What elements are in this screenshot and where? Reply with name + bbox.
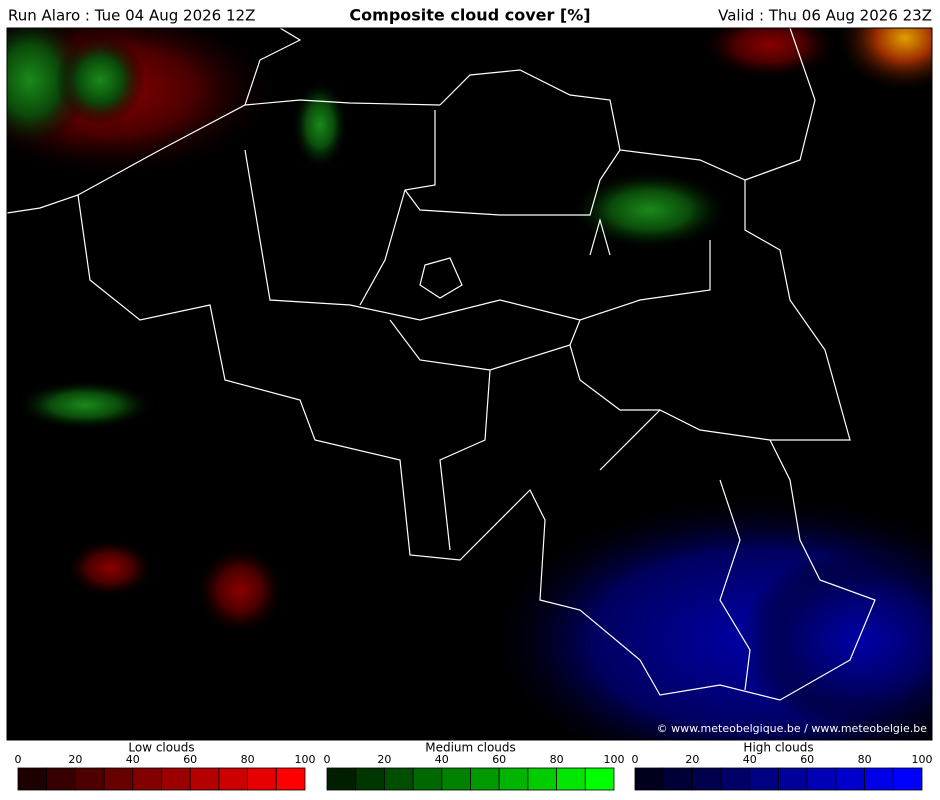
color-swatch — [527, 767, 558, 791]
color-swatch — [470, 767, 500, 791]
cloud-medium — [292, 80, 348, 170]
color-swatch — [556, 767, 586, 791]
color-swatch — [275, 767, 306, 791]
legend-tick-label: 0 — [632, 753, 639, 766]
province-border — [439, 369, 491, 551]
legend-tick-label: 40 — [435, 753, 449, 766]
legend-tick-label: 0 — [15, 753, 22, 766]
legend-tick-label: 80 — [550, 753, 564, 766]
color-swatch — [634, 767, 665, 791]
cloud-medium — [570, 170, 730, 250]
legend-tick-label: 20 — [685, 753, 699, 766]
color-swatch — [383, 767, 414, 791]
cloud-low — [700, 28, 840, 80]
country-border — [244, 28, 302, 106]
color-swatch — [835, 767, 866, 791]
legend-title: Low clouds — [128, 741, 194, 755]
color-swatch — [46, 767, 76, 791]
country-border — [77, 69, 876, 701]
cloud-high — [740, 550, 932, 730]
country-border — [719, 479, 751, 691]
borders — [7, 28, 876, 701]
color-swatch — [778, 767, 808, 791]
color-swatch — [749, 767, 779, 791]
run-label: Run Alaro : Tue 04 Aug 2026 12Z — [8, 7, 255, 25]
province-border — [419, 257, 463, 299]
province-border — [589, 217, 611, 256]
legend-tick-label: 0 — [324, 753, 331, 766]
legend-tick-label: 60 — [183, 753, 197, 766]
country-border — [744, 28, 816, 181]
color-swatch — [161, 767, 191, 791]
cloud-low — [65, 538, 155, 598]
legend-title: Medium clouds — [425, 741, 516, 755]
province-border — [599, 409, 661, 471]
province-border — [244, 149, 711, 321]
color-swatch — [189, 767, 220, 791]
legend-title: High clouds — [743, 741, 813, 755]
color-swatch — [663, 767, 693, 791]
legend-tick-label: 100 — [604, 753, 625, 766]
color-swatch — [584, 767, 615, 791]
color-swatch — [692, 767, 722, 791]
title: Composite cloud cover [%] — [349, 6, 590, 25]
color-swatch — [75, 767, 105, 791]
province-border — [359, 110, 436, 306]
legend-tick-label: 20 — [377, 753, 391, 766]
legend-tick-label: 40 — [743, 753, 757, 766]
coastline — [7, 99, 441, 214]
province-border — [569, 344, 771, 441]
legend-tick-label: 60 — [800, 753, 814, 766]
legend-tick-label: 80 — [241, 753, 255, 766]
color-swatch — [441, 767, 471, 791]
cloud-low — [835, 28, 932, 93]
color-swatch — [892, 767, 923, 791]
color-swatch — [498, 767, 529, 791]
legend-tick-label: 80 — [858, 753, 872, 766]
credit: © www.meteobelgique.be / www.meteobelgie… — [657, 722, 928, 735]
cloud-medium — [15, 380, 155, 430]
valid-label: Valid : Thu 06 Aug 2026 23Z — [718, 7, 932, 25]
cloud-low — [195, 545, 285, 635]
province-border — [404, 149, 621, 216]
color-swatch — [720, 767, 751, 791]
cloud-medium — [55, 35, 145, 125]
map-frame — [6, 27, 933, 741]
legend-tick-label: 100 — [912, 753, 933, 766]
legend-tick-label: 60 — [492, 753, 506, 766]
legends: Low clouds 0 20 40 60 80 100 Medium clouds 0 20 40… — [15, 741, 933, 791]
legend-tick-label: 20 — [68, 753, 82, 766]
color-swatch — [17, 767, 48, 791]
color-swatch — [326, 767, 357, 791]
color-swatch — [806, 767, 837, 791]
color-swatch — [218, 767, 248, 791]
legend-tick-label: 100 — [295, 753, 316, 766]
color-swatch — [103, 767, 134, 791]
color-swatch — [412, 767, 443, 791]
legend-tick-label: 40 — [126, 753, 140, 766]
color-swatch — [247, 767, 277, 791]
color-swatch — [132, 767, 162, 791]
color-swatch — [864, 767, 894, 791]
color-swatch — [355, 767, 385, 791]
